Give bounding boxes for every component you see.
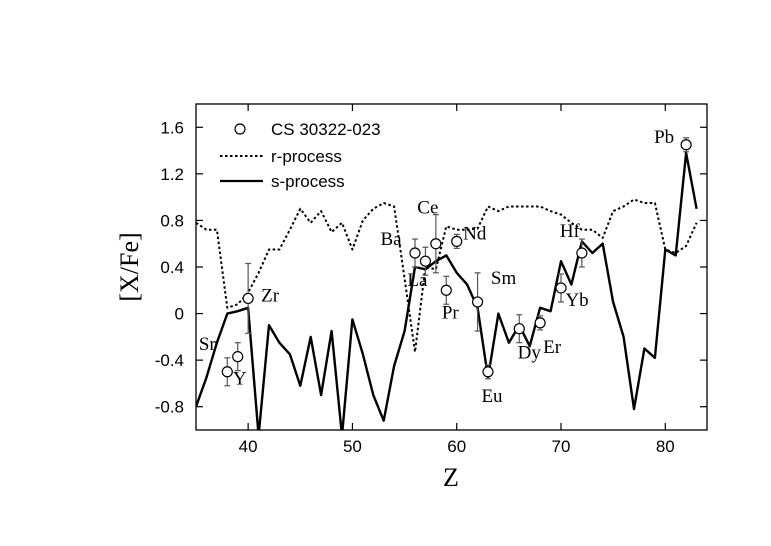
y-tick-label: 0 [175,305,184,324]
series-line-r-process [196,198,698,353]
element-label-Ce: Ce [417,198,438,219]
data-point-Y [232,351,244,363]
y-tick-label: 0.4 [160,258,184,277]
element-label-Yb: Yb [565,290,588,311]
x-axis-title: Z [443,463,459,492]
y-tick-label: -0.8 [155,398,184,417]
legend-label-s-process: s-process [271,172,345,191]
data-point-Pr [440,284,452,296]
data-point-Pb [680,139,692,151]
y-tick-label: 0.8 [160,211,184,230]
element-label-Y: Y [233,369,247,390]
element-label-Ba: Ba [380,229,402,250]
data-point-La [419,255,432,267]
data-point-Ba [409,247,421,259]
element-label-Sm: Sm [491,268,517,289]
legend: CS 30322-023 r-process s-process [220,120,381,191]
element-label-Eu: Eu [481,386,503,407]
data-point-Sr [221,366,233,378]
element-label-Hf: Hf [560,221,581,242]
x-tick-label: 60 [447,437,466,456]
element-label-Dy: Dy [518,343,542,364]
x-tick-label: 80 [656,437,675,456]
element-label-Pr: Pr [442,302,460,323]
x-tick-label: 40 [239,437,258,456]
y-tick-label: -0.4 [155,351,184,370]
y-tick-label: 1.6 [160,118,184,137]
legend-marker-observed [234,123,246,135]
legend-label-r-process: r-process [271,147,342,166]
data-point-Zr [242,292,254,305]
series-line-s-process [196,151,698,430]
element-label-Zr: Zr [261,285,280,306]
data-point-Eu [482,366,494,378]
element-label-Er: Er [543,337,562,358]
y-tick-label: 1.2 [160,165,184,184]
data-point-Dy [513,323,525,335]
data-point-Yb [555,282,567,294]
element-label-Sr: Sr [199,334,217,355]
data-point-Nd [451,235,463,247]
data-point-Sm [471,296,484,308]
data-point-Ce [430,238,442,250]
element-label-La: La [407,270,428,291]
data-point-Hf [576,247,588,259]
element-label-Nd: Nd [463,223,487,244]
x-tick-label: 50 [343,437,362,456]
x-tick-label: 70 [552,437,571,456]
element-label-Pb: Pb [654,127,674,148]
data-point-Er [534,317,546,329]
legend-label-observed: CS 30322-023 [271,120,381,139]
y-axis-title: [X/Fe] [115,232,144,301]
